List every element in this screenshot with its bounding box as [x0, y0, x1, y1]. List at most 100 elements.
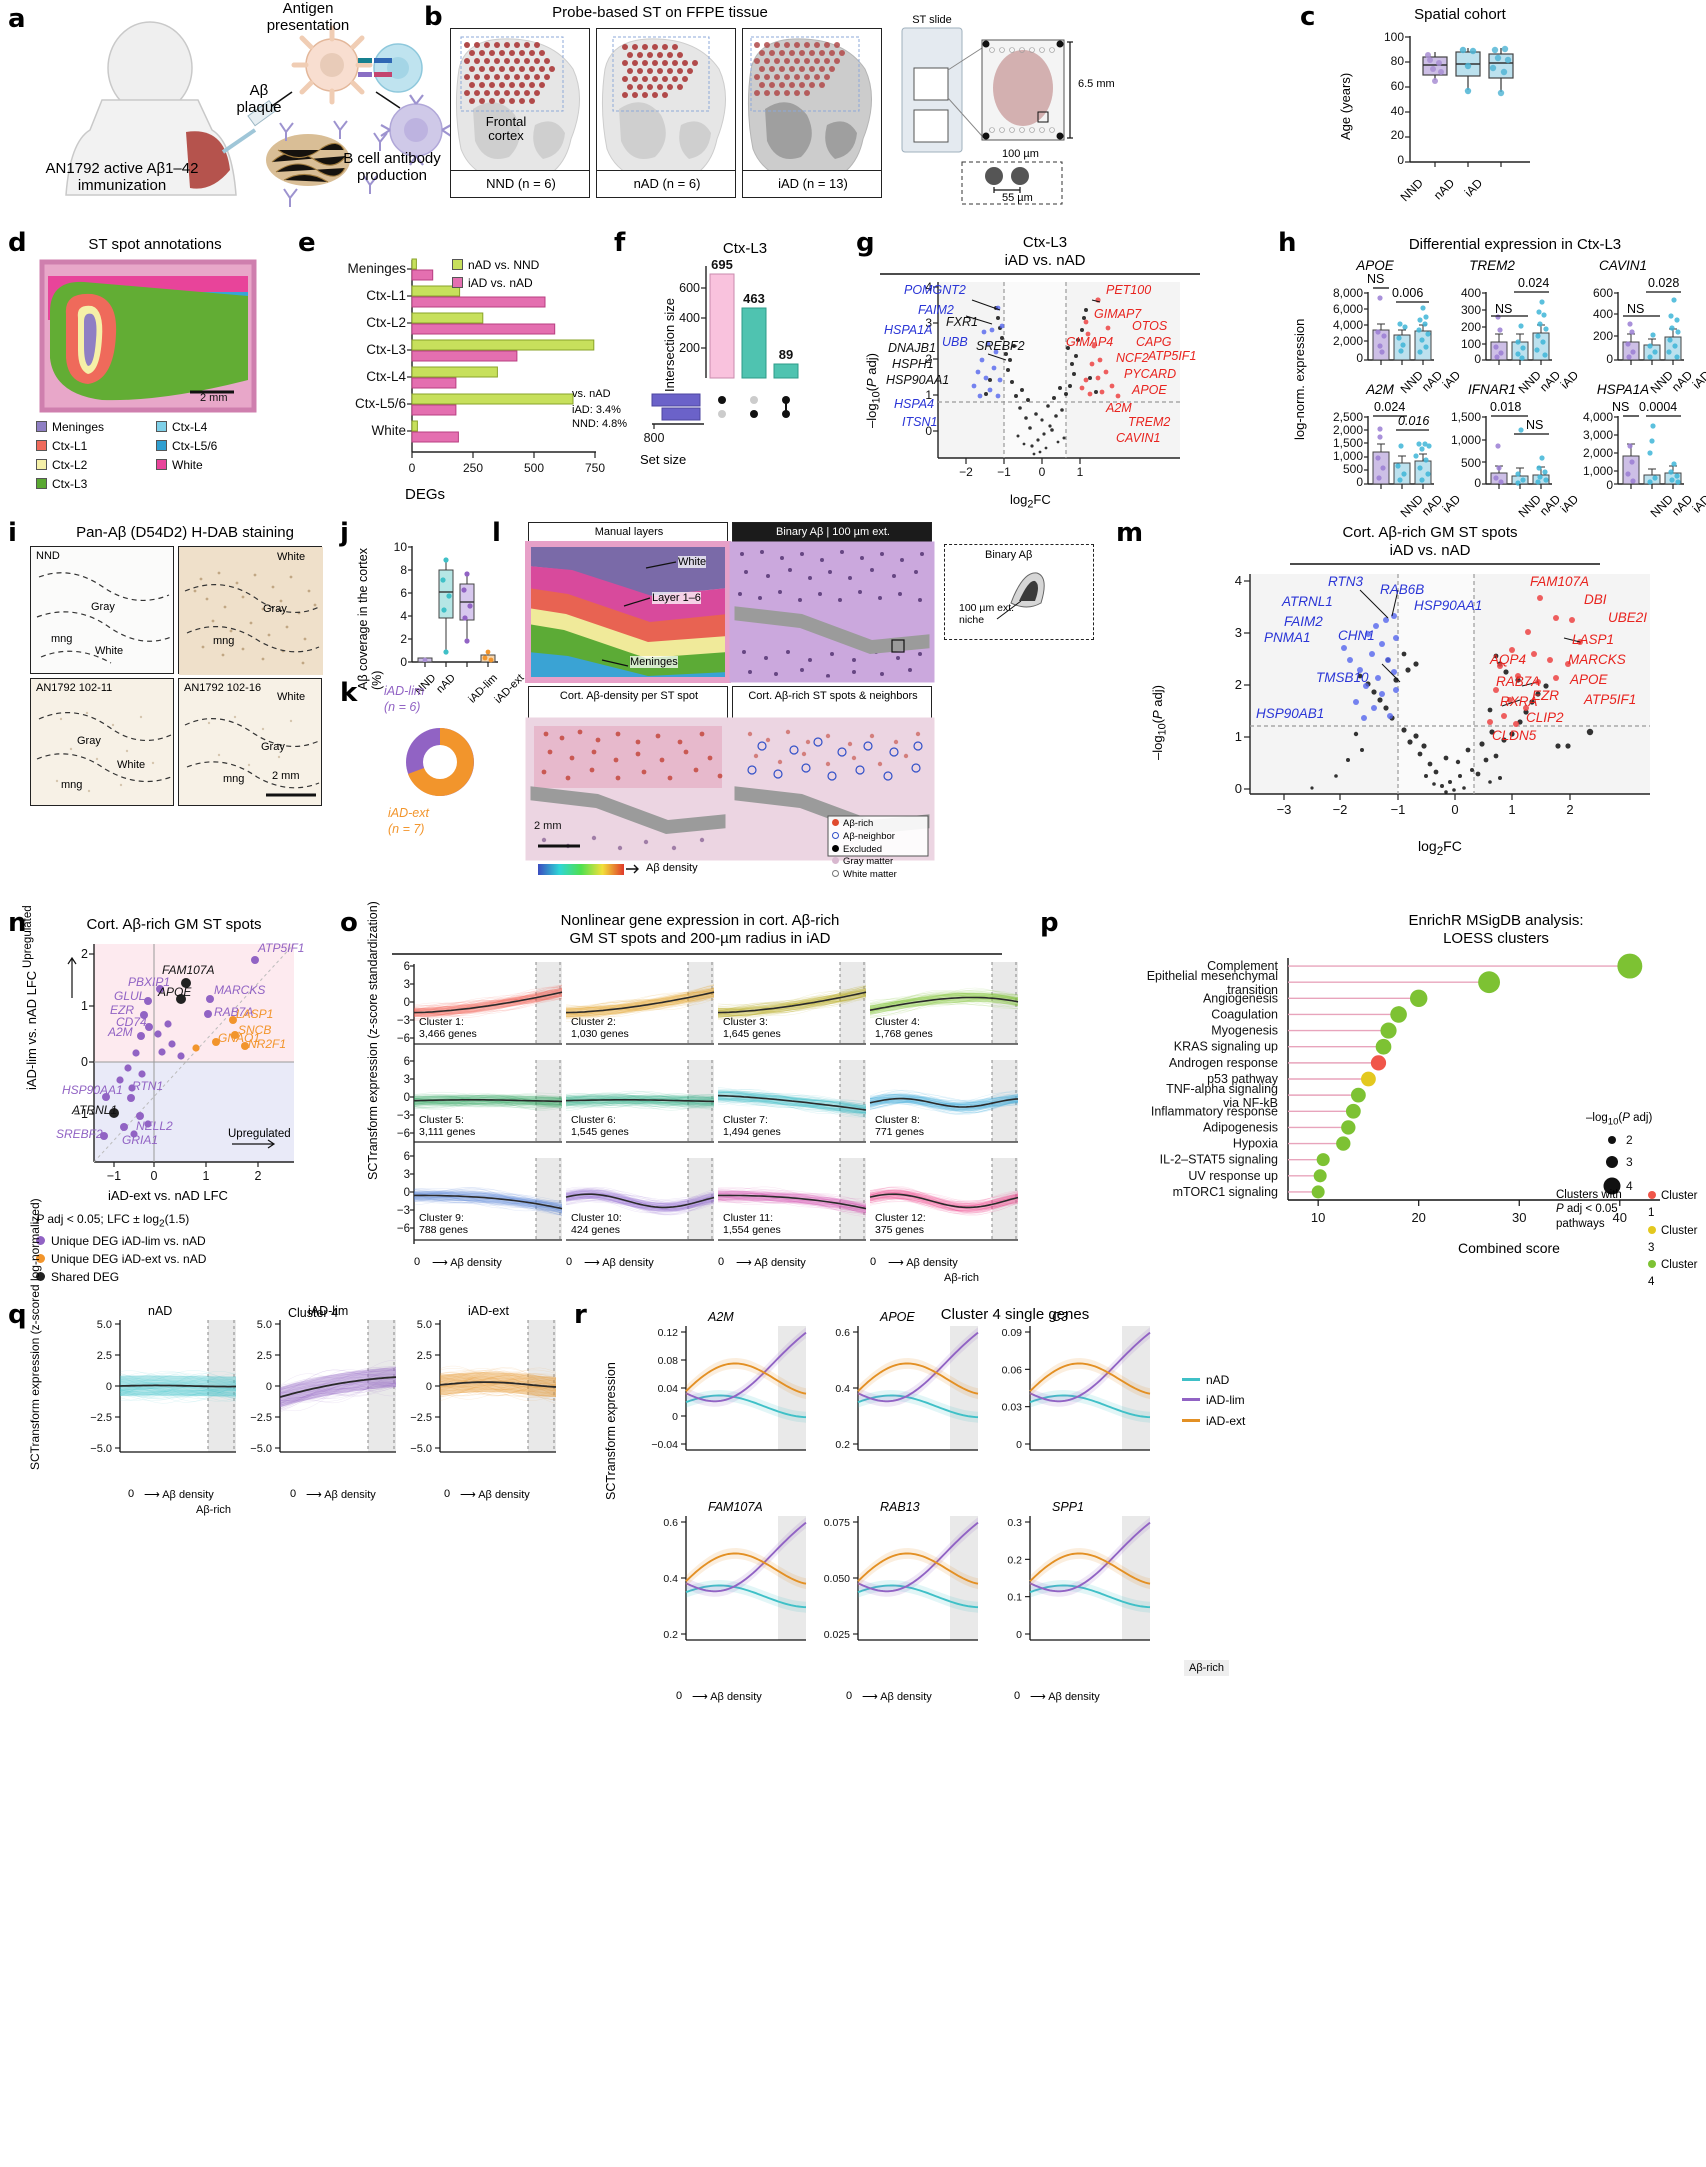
svg-text:POMGNT2: POMGNT2: [904, 283, 966, 297]
panel-p-term-5: KRAS signaling up: [1174, 1040, 1278, 1054]
panel-letter-m: m: [1116, 518, 1143, 548]
svg-text:3: 3: [404, 1074, 410, 1086]
svg-text:400: 400: [1461, 286, 1481, 300]
panel-o-cluster-6: Cluster 6: 1,545 genes: [566, 1060, 714, 1152]
svg-text:200: 200: [1461, 320, 1481, 334]
svg-text:2: 2: [1235, 677, 1242, 692]
svg-text:SREBF2: SREBF2: [976, 339, 1025, 353]
legend-item-ctx-l2: Ctx-L2: [36, 458, 134, 472]
panel-r-title: Cluster 4 single genes: [880, 1306, 1150, 1323]
svg-text:DBI: DBI: [1584, 592, 1607, 607]
panel-n-xlabel: iAD-ext vs. nAD LFC: [108, 1188, 228, 1203]
cluster-gene-count: 3,111 genes: [419, 1126, 475, 1138]
svg-text:20: 20: [1391, 128, 1405, 142]
panel-f-ylabel: Intersection size: [662, 298, 677, 392]
cluster-name: Cluster 4:: [875, 1016, 920, 1028]
svg-text:0: 0: [426, 1381, 432, 1393]
svg-text:2: 2: [1566, 802, 1573, 817]
svg-text:600: 600: [1593, 286, 1613, 300]
panel-p-term-10: Adipogenesis: [1203, 1120, 1278, 1134]
panel-letter-c: c: [1300, 2, 1315, 32]
panel-h-plot-apoe: 8,0006,0004,0002,0000: [1310, 272, 1455, 382]
panel-h-sig-trem2-2: 0.024: [1518, 276, 1549, 290]
svg-text:2: 2: [400, 632, 407, 646]
panel-o-cluster-9: Cluster 9: 788 genes: [414, 1158, 562, 1250]
brain-section-iad: [743, 29, 883, 189]
panel-r-plot-C3: 0.09 0.06 0.03 0 C3: [984, 1326, 1152, 1494]
svg-text:4: 4: [400, 609, 407, 623]
panel-o-cluster-label-9: Cluster 9: 788 genes: [419, 1212, 468, 1236]
panel-q-x-zero-0: 0: [128, 1488, 134, 1500]
panel-r-x-label-2: ⟶ Aβ density: [1030, 1690, 1100, 1703]
panel-o-x-label-3: ⟶ Aβ density: [888, 1256, 958, 1269]
svg-text:−5.0: −5.0: [250, 1443, 272, 1455]
panel-n-legend-title: P adj < 0.05; LFC ± log2(1.5): [36, 1212, 189, 1229]
svg-text:ATP5IF1: ATP5IF1: [1147, 349, 1196, 363]
panel-h-sig-apoe-1: NS: [1367, 272, 1384, 286]
svg-text:−3: −3: [397, 1110, 410, 1122]
svg-text:HSPA1A: HSPA1A: [884, 323, 932, 337]
svg-text:0: 0: [400, 655, 407, 669]
legend-label-unique-lim: Unique DEG iAD-lim vs. nAD: [51, 1234, 206, 1248]
panel-letter-h: h: [1278, 228, 1297, 258]
svg-text:Ctx-L5/6: Ctx-L5/6: [355, 396, 406, 411]
panel-o-cluster-7: Cluster 7: 1,494 genes: [718, 1060, 866, 1152]
panel-o-x-zero-3: 0: [870, 1256, 876, 1268]
panel-k-n-iad-lim: (n = 6): [384, 700, 420, 714]
legend-label-iad-nad: iAD vs. nAD: [468, 276, 533, 290]
panel-n-ylabel: iAD-lim vs. nAD LFC: [24, 971, 39, 1090]
panel-q-plot-iAD-lim: 5.0 2.5 0 −2.5 −5.0 iAD-lim: [246, 1320, 396, 1480]
svg-text:0.6: 0.6: [663, 1517, 678, 1529]
svg-text:0: 0: [1397, 153, 1404, 167]
panel-b-tile-1-text: nAD (n = 6): [597, 176, 737, 191]
svg-text:4,000: 4,000: [1333, 318, 1363, 332]
swatch-iad-vs-nad: [452, 277, 463, 288]
cluster-gene-count: 3,466 genes: [419, 1028, 477, 1040]
panel-p-term-13: UV response up: [1188, 1169, 1278, 1183]
legend-item-gray-matter: Gray matter: [832, 856, 897, 869]
panel-b-tile-1: [596, 28, 736, 188]
svg-text:−6: −6: [397, 1033, 410, 1045]
legend-item-unique-lim: Unique DEG iAD-lim vs. nAD: [36, 1232, 206, 1250]
legend-item-ctx-l1: Ctx-L1: [36, 439, 134, 453]
panel-j-ylabel: Aβ coverage in the cortex (%): [356, 540, 385, 690]
svg-text:100: 100: [1461, 337, 1481, 351]
svg-text:0.4: 0.4: [835, 1383, 850, 1395]
svg-text:TREM2: TREM2: [1128, 415, 1170, 429]
svg-text:0.050: 0.050: [824, 1573, 850, 1585]
panel-i-102-16-mng: mng: [223, 773, 244, 785]
svg-text:695: 695: [711, 257, 733, 272]
svg-text:0.09: 0.09: [1002, 1327, 1023, 1339]
svg-text:300: 300: [1461, 303, 1481, 317]
svg-text:0.075: 0.075: [824, 1517, 850, 1529]
legend-label-nad: nAD: [1206, 1373, 1229, 1387]
panel-a-annot-plaque: Aβ plaque: [228, 82, 290, 117]
svg-text:0: 0: [81, 1055, 88, 1069]
svg-text:8,000: 8,000: [1333, 286, 1363, 300]
panel-r-charts: 0.12 0.08 0.04 0 −0.04 A2M 0.6 0.4 0.2 APOE 0.09 0.…: [640, 1326, 1160, 1706]
panel-q-ylabel: SCTransform expression (z-scored log-nor…: [28, 1198, 42, 1470]
panel-i-102-11-mng: mng: [61, 779, 82, 791]
cluster-gene-count: 1,554 genes: [723, 1224, 781, 1236]
panel-q-ab-rich-0: Aβ-rich: [196, 1504, 231, 1516]
svg-text:10: 10: [394, 540, 408, 554]
svg-text:0: 0: [1016, 1629, 1022, 1641]
panel-r-plot-RAB13: 0.075 0.050 0.025 RAB13: [812, 1516, 980, 1684]
svg-text:Ctx-L1: Ctx-L1: [366, 288, 406, 303]
panel-g-title-1: Ctx-L3: [980, 234, 1110, 251]
panel-f-title: Ctx-L3: [690, 240, 800, 257]
cluster-name: Cluster 6:: [571, 1114, 616, 1126]
svg-text:1,000: 1,000: [1451, 433, 1481, 447]
panel-p-term-14: mTORC1 signaling: [1173, 1185, 1278, 1199]
panel-o-cluster-label-1: Cluster 1: 3,466 genes: [419, 1016, 477, 1040]
panel-letter-g: g: [856, 228, 875, 258]
panel-i-scalebar: [264, 790, 320, 800]
panel-f-vs-label: vs. nAD: [572, 388, 611, 400]
svg-text:2,000: 2,000: [1583, 446, 1613, 460]
panel-letter-d: d: [8, 228, 27, 258]
svg-text:1,500: 1,500: [1451, 410, 1481, 424]
cluster-gene-count: 424 genes: [571, 1224, 620, 1236]
panel-q-plot-nAD: 5.0 2.5 0 −2.5 −5.0 nAD: [86, 1320, 236, 1480]
svg-text:0.025: 0.025: [824, 1629, 850, 1641]
panel-g-xlabel: log2FC: [1010, 492, 1051, 511]
